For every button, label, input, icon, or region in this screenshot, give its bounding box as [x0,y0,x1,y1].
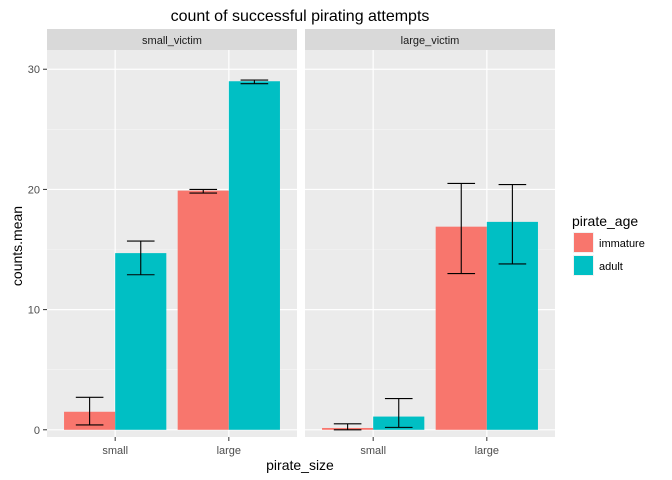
y-tick-label: 30 [28,64,40,76]
y-tick-label: 20 [28,184,40,196]
facet-strip-label: large_victim [401,35,460,47]
x-tick-label: large [475,445,499,457]
legend: pirate_age immature adult [572,213,645,276]
y-axis-label: counts.mean [9,206,25,286]
facet-strip [305,29,555,50]
error-bar [189,188,218,194]
y-tick-label: 10 [28,305,40,317]
x-tick-label: small [102,445,128,457]
chart-title: count of successful pirating attempts [171,8,430,25]
error-bar [240,79,269,85]
error-bar [126,240,155,276]
error-bar [498,184,527,265]
bar-adult [228,81,280,430]
legend-swatch-adult [574,256,593,275]
facet-strip [47,29,297,50]
x-tick-label: large [217,445,241,457]
legend-item-label: immature [599,238,645,250]
legend-item-label: adult [599,261,623,273]
error-bar [384,397,413,428]
bar-immature [177,190,229,430]
error-bar [75,396,104,426]
legend-title: pirate_age [572,213,638,229]
bar-adult [115,253,167,430]
y-tick-label: 0 [34,425,40,437]
error-bar [447,182,476,275]
error-bar [333,423,362,431]
legend-swatch-immature [574,233,593,252]
facet-strip-label: small_victim [142,35,202,47]
x-tick-label: small [360,445,386,457]
x-axis-label: pirate_size [266,457,334,473]
